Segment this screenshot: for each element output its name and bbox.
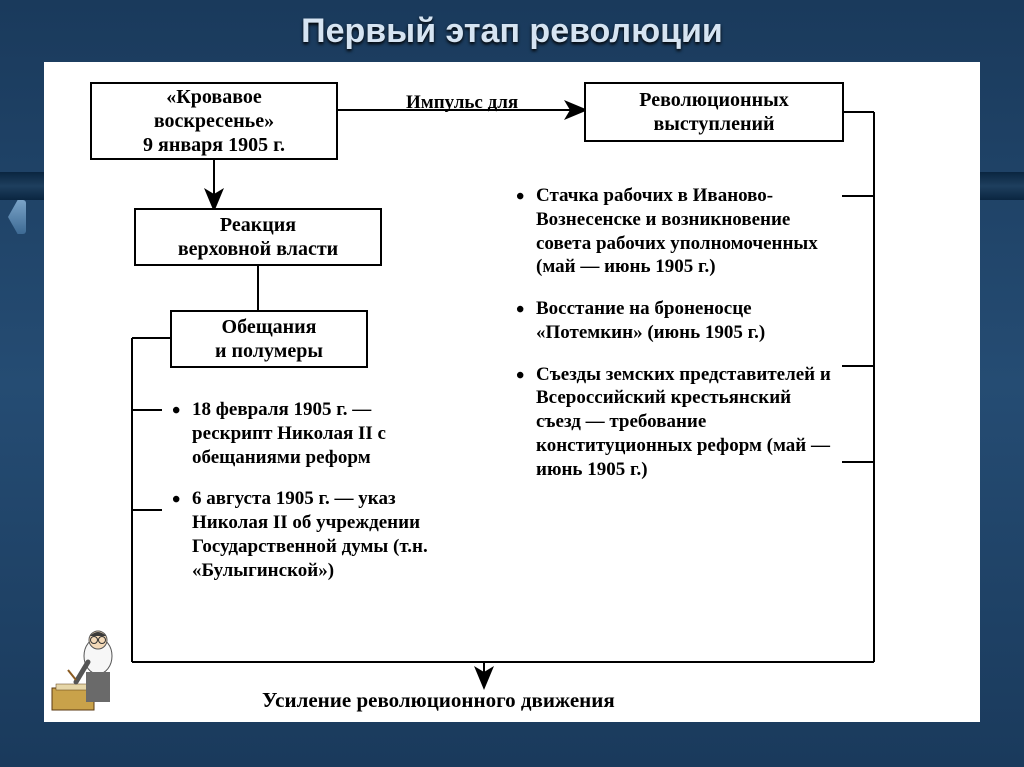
node-promises: Обещанияи полумеры bbox=[170, 310, 368, 368]
bullet-item: Стачка рабочих в Иваново-Вознесенске и в… bbox=[512, 184, 832, 279]
bullet-item: Восстание на броненосце «Потемкин» (июнь… bbox=[512, 297, 832, 345]
label-impulse: Импульс для bbox=[406, 92, 518, 114]
node-authority-reaction: Реакцияверховной власти bbox=[134, 208, 382, 266]
bullet-item: Съезды земских представителей и Всеросси… bbox=[512, 363, 832, 482]
node-revolutionary-actions: Революционныхвыступлений bbox=[584, 82, 844, 142]
bullet-item: 6 августа 1905 г. — указ Николая II об у… bbox=[168, 487, 448, 582]
conclusion-label: Усиление революционного движения bbox=[262, 688, 615, 713]
right-bullet-list: Стачка рабочих в Иваново-Вознесенске и в… bbox=[512, 184, 832, 499]
flowchart-diagram: «Кровавоевоскресенье»9 января 1905 г. Им… bbox=[44, 62, 980, 722]
slide-title: Первый этап революции bbox=[0, 12, 1024, 51]
left-bullet-list: 18 февраля 1905 г. — рескрипт Николая II… bbox=[168, 398, 448, 600]
bullet-item: 18 февраля 1905 г. — рескрипт Николая II… bbox=[168, 398, 448, 469]
node-bloody-sunday: «Кровавоевоскресенье»9 января 1905 г. bbox=[90, 82, 338, 160]
scribe-icon bbox=[46, 622, 126, 714]
